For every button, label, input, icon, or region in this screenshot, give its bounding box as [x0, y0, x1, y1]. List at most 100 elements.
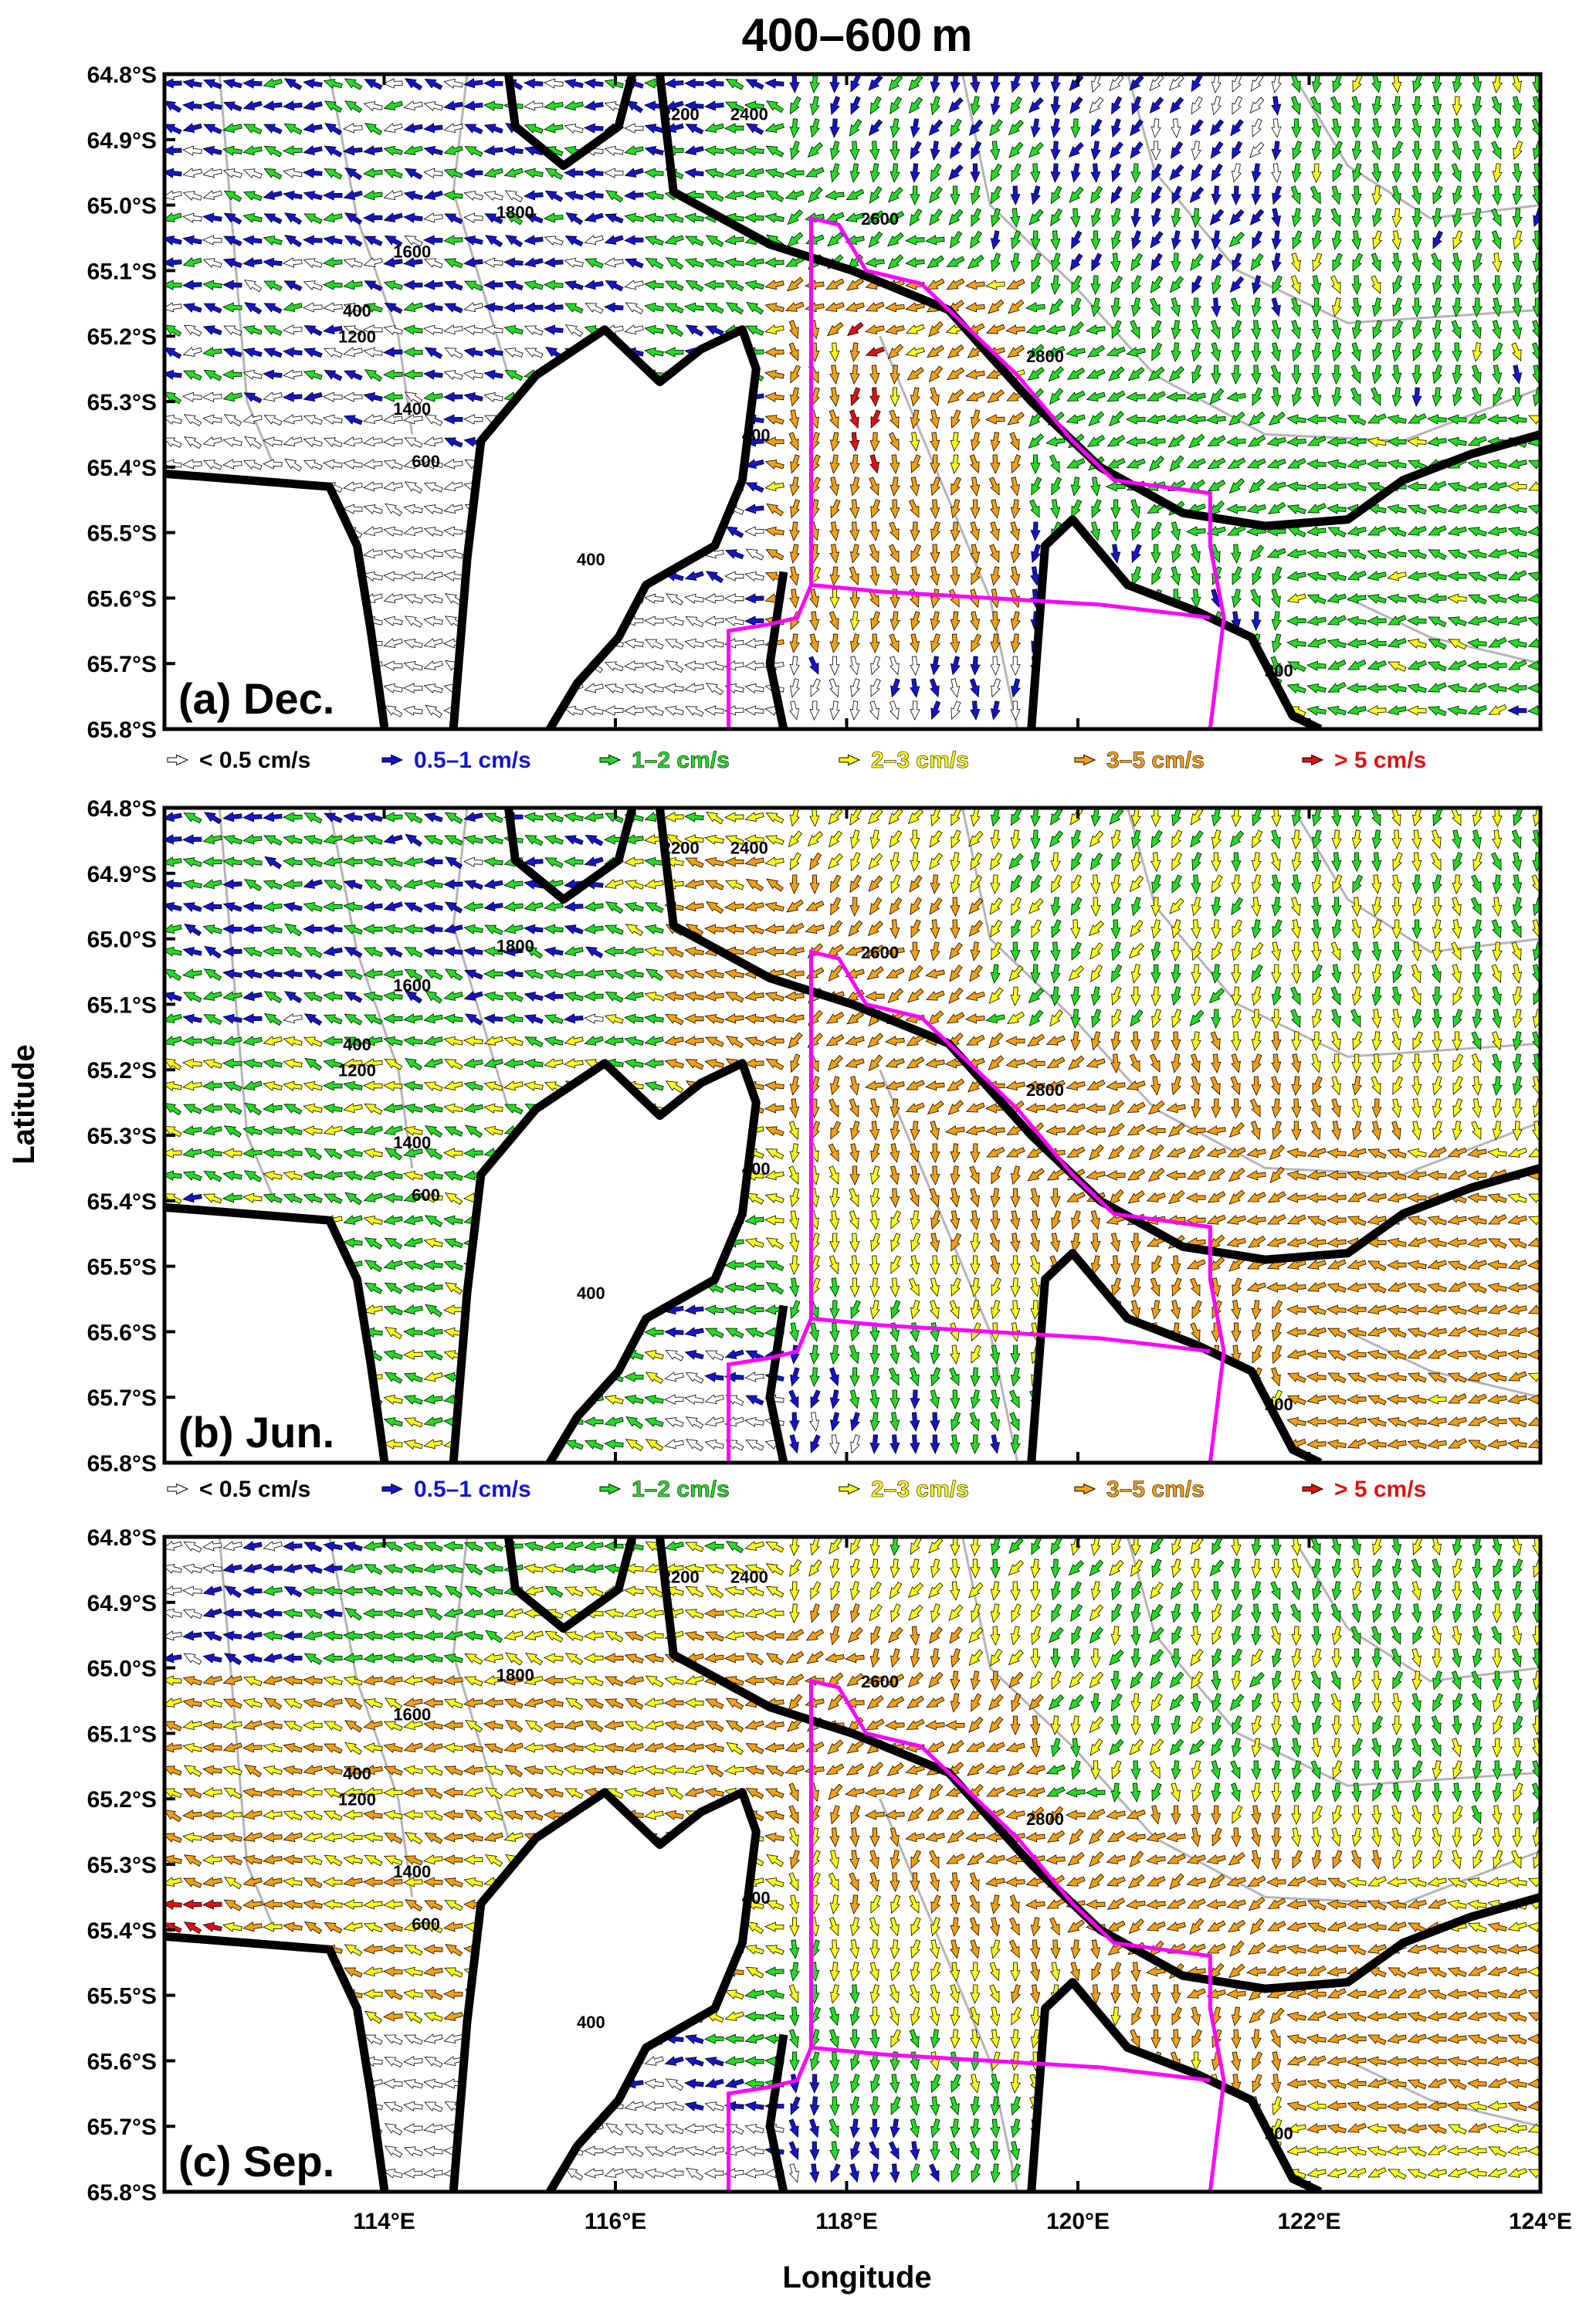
velocity-arrow	[1146, 414, 1166, 425]
velocity-arrow	[182, 902, 202, 912]
velocity-arrow	[1472, 986, 1482, 1006]
velocity-arrow	[263, 190, 283, 201]
velocity-arrow	[242, 414, 263, 425]
velocity-arrow	[444, 1192, 463, 1206]
velocity-arrow	[970, 1188, 980, 1208]
velocity-arrow	[764, 257, 784, 268]
velocity-arrow	[283, 1586, 303, 1598]
velocity-arrow	[926, 1696, 945, 1708]
velocity-arrow	[1010, 874, 1022, 894]
velocity-arrow	[202, 1742, 222, 1753]
velocity-arrow	[383, 1305, 403, 1316]
velocity-arrow	[1331, 118, 1342, 138]
velocity-arrow	[544, 901, 564, 912]
velocity-arrow	[905, 347, 925, 357]
velocity-arrow	[364, 280, 383, 292]
velocity-arrow	[1231, 365, 1242, 385]
velocity-arrow	[724, 593, 744, 604]
velocity-arrow	[744, 280, 764, 290]
velocity-arrow	[343, 1148, 363, 1158]
velocity-arrow	[1030, 1715, 1041, 1735]
velocity-arrow	[344, 991, 363, 1003]
velocity-arrow	[1387, 1237, 1407, 1248]
velocity-arrow	[1171, 1031, 1181, 1051]
velocity-arrow	[930, 941, 940, 962]
velocity-arrow	[544, 78, 564, 89]
velocity-arrow	[503, 348, 524, 358]
velocity-arrow	[605, 280, 624, 292]
velocity-arrow	[704, 924, 724, 934]
velocity-arrow	[1272, 633, 1282, 653]
velocity-arrow	[624, 324, 644, 335]
velocity-arrow	[383, 660, 403, 671]
velocity-arrow	[404, 437, 423, 449]
velocity-arrow	[887, 988, 904, 1003]
velocity-arrow	[849, 1581, 860, 1601]
velocity-arrow	[1130, 253, 1143, 272]
velocity-arrow	[304, 1148, 323, 1161]
velocity-arrow	[846, 1673, 864, 1687]
velocity-arrow	[1171, 297, 1181, 317]
velocity-arrow	[385, 1147, 402, 1161]
velocity-arrow	[242, 1653, 263, 1664]
velocity-arrow	[1206, 1125, 1226, 1136]
velocity-arrow	[1351, 897, 1362, 917]
velocity-arrow	[1311, 275, 1322, 295]
velocity-arrow	[1351, 118, 1362, 138]
velocity-arrow	[1066, 458, 1086, 469]
velocity-arrow	[724, 571, 744, 582]
velocity-arrow	[263, 78, 283, 89]
velocity-arrow	[1330, 96, 1341, 115]
legend-arrow	[381, 1483, 404, 1495]
velocity-arrow	[1452, 141, 1462, 161]
legend-arrow	[1074, 754, 1096, 766]
velocity-arrow	[1090, 297, 1101, 317]
velocity-arrow	[1007, 344, 1025, 358]
velocity-arrow	[1272, 185, 1282, 205]
velocity-arrow	[1291, 852, 1302, 872]
velocity-arrow	[764, 1215, 784, 1226]
velocity-arrow	[665, 639, 684, 650]
velocity-arrow	[1187, 458, 1206, 469]
velocity-arrow	[849, 1345, 859, 1365]
velocity-arrow	[1167, 1147, 1186, 1158]
velocity-arrow	[1171, 829, 1183, 849]
velocity-arrow	[1471, 1053, 1482, 1073]
velocity-arrow	[910, 432, 920, 452]
velocity-arrow	[324, 812, 343, 823]
velocity-arrow	[1167, 1189, 1185, 1205]
velocity-arrow	[544, 1586, 564, 1598]
legend-arrow	[839, 1483, 861, 1495]
y-tick-label: 65.1°S	[87, 259, 157, 284]
velocity-arrow	[1487, 414, 1507, 425]
velocity-arrow	[1351, 1098, 1362, 1118]
velocity-arrow	[182, 1125, 202, 1136]
velocity-arrow	[263, 968, 283, 979]
velocity-arrow	[544, 257, 564, 268]
velocity-arrow	[605, 1698, 624, 1709]
velocity-arrow	[724, 812, 744, 822]
velocity-arrow	[423, 1192, 443, 1203]
velocity-arrow	[971, 1603, 981, 1623]
velocity-arrow	[1130, 1559, 1144, 1577]
velocity-arrow	[263, 1586, 283, 1596]
velocity-arrow	[1452, 852, 1463, 872]
velocity-arrow	[1171, 230, 1181, 250]
velocity-arrow	[829, 1389, 840, 1409]
velocity-arrow	[1387, 1417, 1407, 1427]
velocity-arrow	[524, 1036, 544, 1048]
velocity-arrow	[1110, 1782, 1121, 1803]
velocity-arrow	[989, 1233, 1000, 1253]
velocity-arrow	[987, 389, 1005, 403]
velocity-arrow	[385, 1326, 403, 1340]
velocity-arrow	[1130, 964, 1141, 984]
velocity-arrow	[363, 526, 383, 537]
velocity-arrow	[684, 812, 704, 822]
velocity-arrow	[785, 1674, 805, 1686]
velocity-arrow	[1387, 548, 1407, 559]
velocity-arrow	[303, 1170, 323, 1181]
velocity-arrow	[364, 1014, 383, 1025]
velocity-arrow	[930, 454, 940, 474]
